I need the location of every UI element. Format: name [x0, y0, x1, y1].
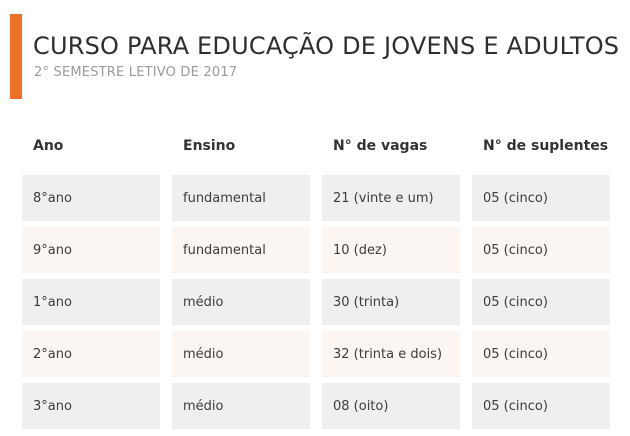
- cell-ano: 3°ano: [22, 383, 160, 429]
- cell-vagas: 32 (trinta e dois): [322, 331, 460, 377]
- cell-suplentes: 05 (cinco): [472, 279, 610, 325]
- column-header-vagas: N° de vagas: [333, 138, 428, 154]
- cell-ano: 9°ano: [22, 227, 160, 273]
- cell-suplentes: 05 (cinco): [472, 175, 610, 221]
- table-row: 2°ano médio 32 (trinta e dois) 05 (cinco…: [22, 331, 614, 377]
- cell-ano: 8°ano: [22, 175, 160, 221]
- cell-ensino: médio: [172, 279, 310, 325]
- table-row: 8°ano fundamental 21 (vinte e um) 05 (ci…: [22, 175, 614, 221]
- enrollment-table: Ano Ensino N° de vagas N° de suplentes 8…: [22, 132, 614, 429]
- cell-ano: 1°ano: [22, 279, 160, 325]
- page-subtitle: 2° SEMESTRE LETIVO DE 2017: [34, 65, 238, 80]
- cell-suplentes: 05 (cinco): [472, 227, 610, 273]
- cell-suplentes: 05 (cinco): [472, 383, 610, 429]
- cell-ensino: fundamental: [172, 175, 310, 221]
- table-row: 1°ano médio 30 (trinta) 05 (cinco): [22, 279, 614, 325]
- cell-ano: 2°ano: [22, 331, 160, 377]
- cell-vagas: 10 (dez): [322, 227, 460, 273]
- cell-ensino: fundamental: [172, 227, 310, 273]
- column-header-ano: Ano: [33, 138, 64, 154]
- cell-vagas: 21 (vinte e um): [322, 175, 460, 221]
- table-row: 3°ano médio 08 (oito) 05 (cinco): [22, 383, 614, 429]
- table-header: Ano Ensino N° de vagas N° de suplentes: [22, 132, 614, 166]
- table-row: 9°ano fundamental 10 (dez) 05 (cinco): [22, 227, 614, 273]
- column-header-suplentes: N° de suplentes: [483, 138, 609, 154]
- cell-ensino: médio: [172, 383, 310, 429]
- cell-suplentes: 05 (cinco): [472, 331, 610, 377]
- accent-bar: [10, 14, 22, 99]
- cell-vagas: 30 (trinta): [322, 279, 460, 325]
- cell-vagas: 08 (oito): [322, 383, 460, 429]
- cell-ensino: médio: [172, 331, 310, 377]
- column-header-ensino: Ensino: [183, 138, 236, 154]
- page-title: CURSO PARA EDUCAÇÃO DE JOVENS E ADULTOS: [33, 32, 620, 60]
